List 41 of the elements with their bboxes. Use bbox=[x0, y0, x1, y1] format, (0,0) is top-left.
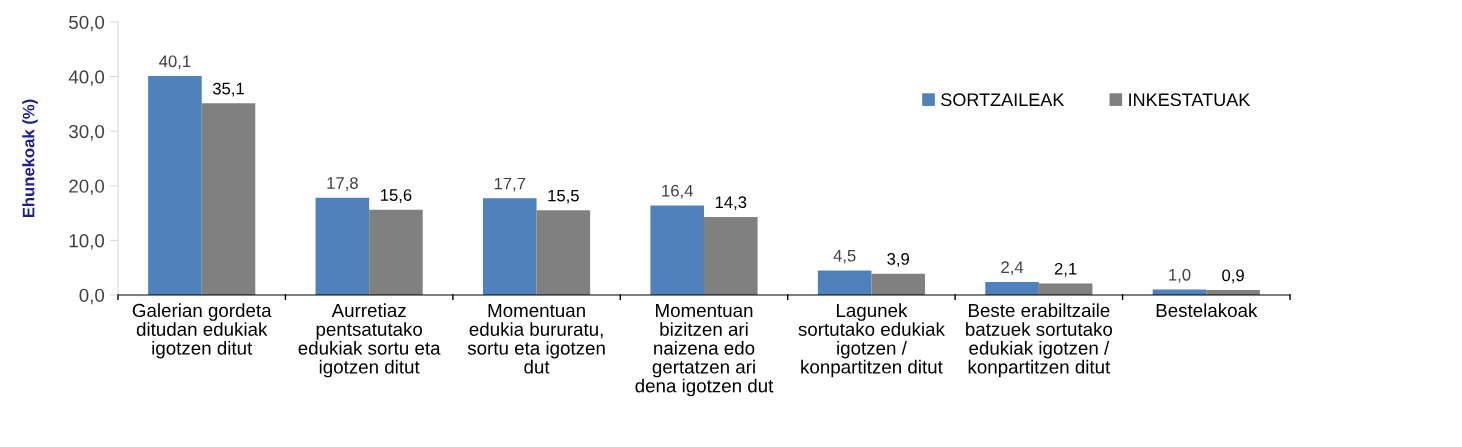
x-tick-label: Momentuan bizitzen ari naizena edo gertatzen ari dena igotzen dut bbox=[635, 304, 774, 397]
data-label: 15,6 bbox=[380, 189, 412, 203]
data-label: 17,8 bbox=[327, 177, 358, 191]
data-label: 4,5 bbox=[833, 249, 856, 264]
x-tick-label: Galerian gordeta ditudan edukiak igotzen ditut bbox=[132, 303, 272, 359]
bar bbox=[817, 270, 872, 295]
data-label: 3,9 bbox=[887, 253, 910, 267]
bar bbox=[482, 198, 537, 295]
bar bbox=[148, 76, 202, 295]
x-tick-label: Lagunek sortutako edukiak igotzen / konpartitzen ditut bbox=[798, 303, 945, 378]
x-tick-label: Bestelakoak bbox=[1156, 303, 1258, 318]
bar bbox=[650, 205, 704, 295]
y-tick-label: 20,0 bbox=[69, 179, 105, 195]
y-tick-label: 50,0 bbox=[69, 15, 105, 32]
bar bbox=[871, 273, 926, 295]
x-tick-label: Aurretiaz pentsatutako edukiak sortu eta igotzen ditut bbox=[298, 303, 441, 378]
data-label: 1,0 bbox=[1169, 268, 1191, 283]
y-tick-label: 10,0 bbox=[69, 234, 105, 250]
y-tick-label: 0,0 bbox=[79, 288, 105, 305]
legend-label: SORTZAILEAK bbox=[941, 93, 1065, 107]
bar bbox=[985, 281, 1039, 295]
legend-label: INKESTATUAK bbox=[1129, 93, 1251, 107]
data-label: 2,4 bbox=[1001, 261, 1024, 276]
x-tick-label: Momentuan edukia bururatu, sortu eta igotzen dut bbox=[467, 304, 605, 374]
data-label: 0,9 bbox=[1222, 269, 1244, 284]
x-tick-label: Beste erabiltzaile batzuek sortutako edukiak igotzen / konpartitzen ditut bbox=[966, 303, 1113, 378]
data-label: 40,1 bbox=[159, 55, 191, 70]
y-tick-label: 40,0 bbox=[68, 70, 105, 86]
data-label: 2,1 bbox=[1054, 262, 1077, 277]
y-axis-title: Ehunekoak (%) bbox=[22, 99, 38, 218]
bar bbox=[536, 210, 591, 295]
bar bbox=[315, 197, 370, 295]
data-label: 14,3 bbox=[715, 196, 747, 211]
bar bbox=[369, 209, 423, 295]
data-label: 15,5 bbox=[548, 189, 579, 204]
bar bbox=[201, 103, 256, 295]
data-label: 35,1 bbox=[212, 82, 244, 97]
y-tick-label: 30,0 bbox=[69, 124, 105, 141]
bar bbox=[704, 216, 758, 295]
data-label: 16,4 bbox=[662, 184, 693, 199]
data-label: 17,7 bbox=[494, 177, 526, 192]
